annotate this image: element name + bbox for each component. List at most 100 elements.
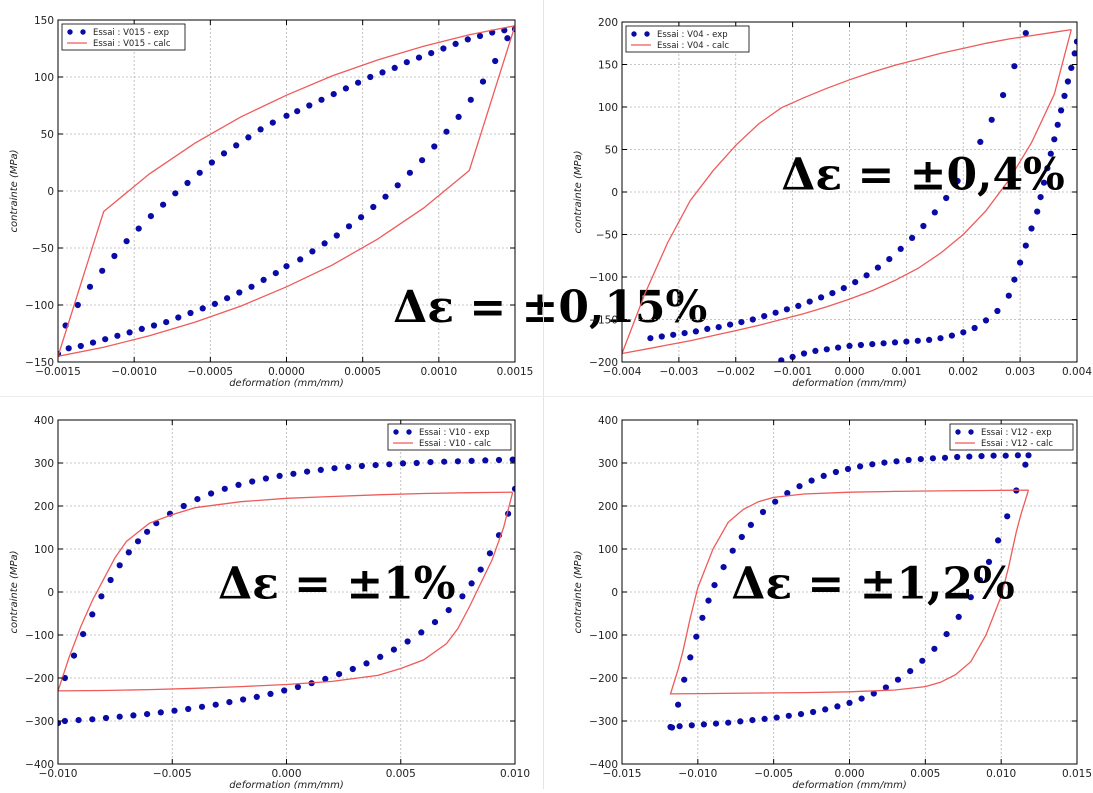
chart-3-exp-point [413, 459, 420, 467]
chart-1-exp-point [160, 201, 167, 208]
chart-4-exp-point [954, 453, 961, 461]
chart-1-exp-point [294, 108, 301, 115]
chart-2-exp-point [1011, 63, 1018, 70]
chart-3-y-tick-label: 0 [47, 587, 54, 599]
chart-1-exp-point [272, 270, 279, 277]
chart-1-exp-point [464, 36, 471, 43]
chart-4-exp-point [917, 456, 924, 463]
chart-1-exp-point [184, 179, 191, 187]
chart-4-exp-point [882, 684, 890, 691]
chart-1-exp-point [431, 143, 438, 150]
chart-3-exp-point [116, 562, 123, 569]
chart-3-y-tick-label: 200 [34, 501, 54, 513]
chart-4-exp-point [907, 668, 914, 675]
chart-2-exp-point [1037, 194, 1044, 201]
chart-2-exp-point [778, 357, 785, 362]
chart-3-exp-point [281, 687, 288, 694]
chart-3-legend-label: Essai : V10 - calc [419, 439, 491, 449]
chart-3-x-tick-label: 0.000 [271, 768, 301, 780]
chart-1-exp-point [382, 193, 389, 200]
chart-4-exp-point [846, 699, 853, 707]
chart-1-exp-point [135, 225, 142, 232]
chart-1-exp-point [406, 169, 413, 176]
chart-2-exp-point [909, 234, 916, 241]
chart-1-exp-point [208, 159, 215, 166]
chart-3-exp-point [61, 717, 68, 725]
chart-1-y-tick-label: −100 [25, 300, 54, 312]
chart-1-exp-point [283, 112, 290, 119]
chart-1-exp-point [309, 248, 316, 255]
chart-4-exp-point [919, 657, 926, 664]
chart-1-exp-point [358, 214, 365, 221]
chart-4-exp-point [832, 468, 840, 476]
chart-1-exp-point [455, 113, 462, 120]
chart-4-exp-point [1014, 452, 1022, 459]
chart-4-exp-point [785, 712, 792, 719]
chart-4-exp-point [761, 715, 768, 723]
chart-1-exp-point [504, 35, 511, 42]
chart-3-exp-point [102, 714, 110, 722]
chart-1-exp-point [476, 32, 484, 40]
chart-3-exp-point [249, 478, 256, 485]
chart-4-exp-point [929, 455, 937, 462]
chart-4-exp-point [1022, 461, 1029, 468]
chart-2-exp-point [914, 337, 921, 344]
chart-4-y-tick-label: −300 [589, 716, 618, 728]
chart-4-exp-point [834, 703, 841, 710]
chart-2-exp-point [937, 335, 944, 342]
chart-4-exp-point [772, 498, 779, 505]
chart-4-y-tick-label: −100 [589, 630, 618, 642]
chart-4-exp-point [1002, 452, 1009, 459]
chart-3-exp-point [80, 631, 87, 638]
chart-4-y-tick-label: 300 [598, 458, 618, 470]
chart-2-exp-point [1034, 208, 1041, 215]
chart-4-y-tick-label: 400 [598, 415, 618, 427]
chart-2-plot-area [622, 28, 1077, 362]
chart-4-legend-exp-swatch [968, 429, 974, 435]
chart-1-exp-point [355, 79, 362, 86]
chart-1-exp-point [211, 300, 218, 307]
chart-2-exp-point [852, 279, 859, 286]
chart-2-x-tick-label: −0.003 [659, 366, 698, 378]
chart-2-exp-point [727, 321, 734, 328]
chart-3-exp-point [144, 528, 151, 535]
chart-1-exp-point [220, 150, 228, 157]
chart-1-exp-point [245, 134, 252, 141]
chart-2-exp-point [1047, 150, 1054, 157]
chart-4-exp-point [822, 706, 829, 713]
chart-2-exp-point [943, 194, 950, 202]
chart-1-exp-point [452, 40, 459, 48]
chart-3-x-tick-label: −0.010 [39, 768, 78, 780]
chart-2-calc-line [622, 28, 1072, 355]
chart-1-y-tick-label: 0 [47, 186, 54, 198]
chart-1-exp-point [370, 203, 377, 211]
chart-3-exp-point [495, 456, 503, 464]
chart-2-x-axis-label: deformation (mm/mm) [792, 378, 907, 389]
chart-4-exp-point [810, 708, 817, 716]
chart-3-exp-point [180, 502, 187, 510]
chart-3-exp-point [116, 713, 123, 720]
chart-1-legend-label: Essai : V015 - calc [93, 39, 171, 49]
chart-2-exp-point [1073, 38, 1077, 45]
chart-1-exp-point [163, 319, 170, 326]
chart-2-exp-point [857, 341, 865, 349]
chart-1-exp-point [415, 54, 423, 61]
chart-1-exp-point [102, 336, 109, 343]
chart-2-exp-point [840, 285, 847, 292]
chart-2-x-tick-label: −0.004 [603, 366, 642, 378]
chart-4-plot-area [667, 452, 1032, 731]
chart-1-legend-box [61, 23, 186, 51]
chart-4: −0.015 −0.010 −0.005 0.000 0.005 0.010 0.015 −4… [573, 415, 1092, 791]
chart-4-exp-point [688, 722, 695, 729]
chart-2-y-tick-label: 200 [598, 17, 618, 29]
chart-4-x-tick-label: −0.010 [678, 768, 717, 780]
chart-4-exp-point [990, 452, 997, 459]
chart-3-exp-point [226, 699, 233, 706]
chart-3-exp-point [98, 593, 105, 600]
chart-4-exp-point [681, 676, 688, 683]
chart-2-legend-label: Essai : V04 - calc [657, 41, 729, 51]
chart-4-y-tick-label: 0 [611, 587, 618, 599]
chart-2-y-tick-label: 50 [605, 145, 618, 157]
